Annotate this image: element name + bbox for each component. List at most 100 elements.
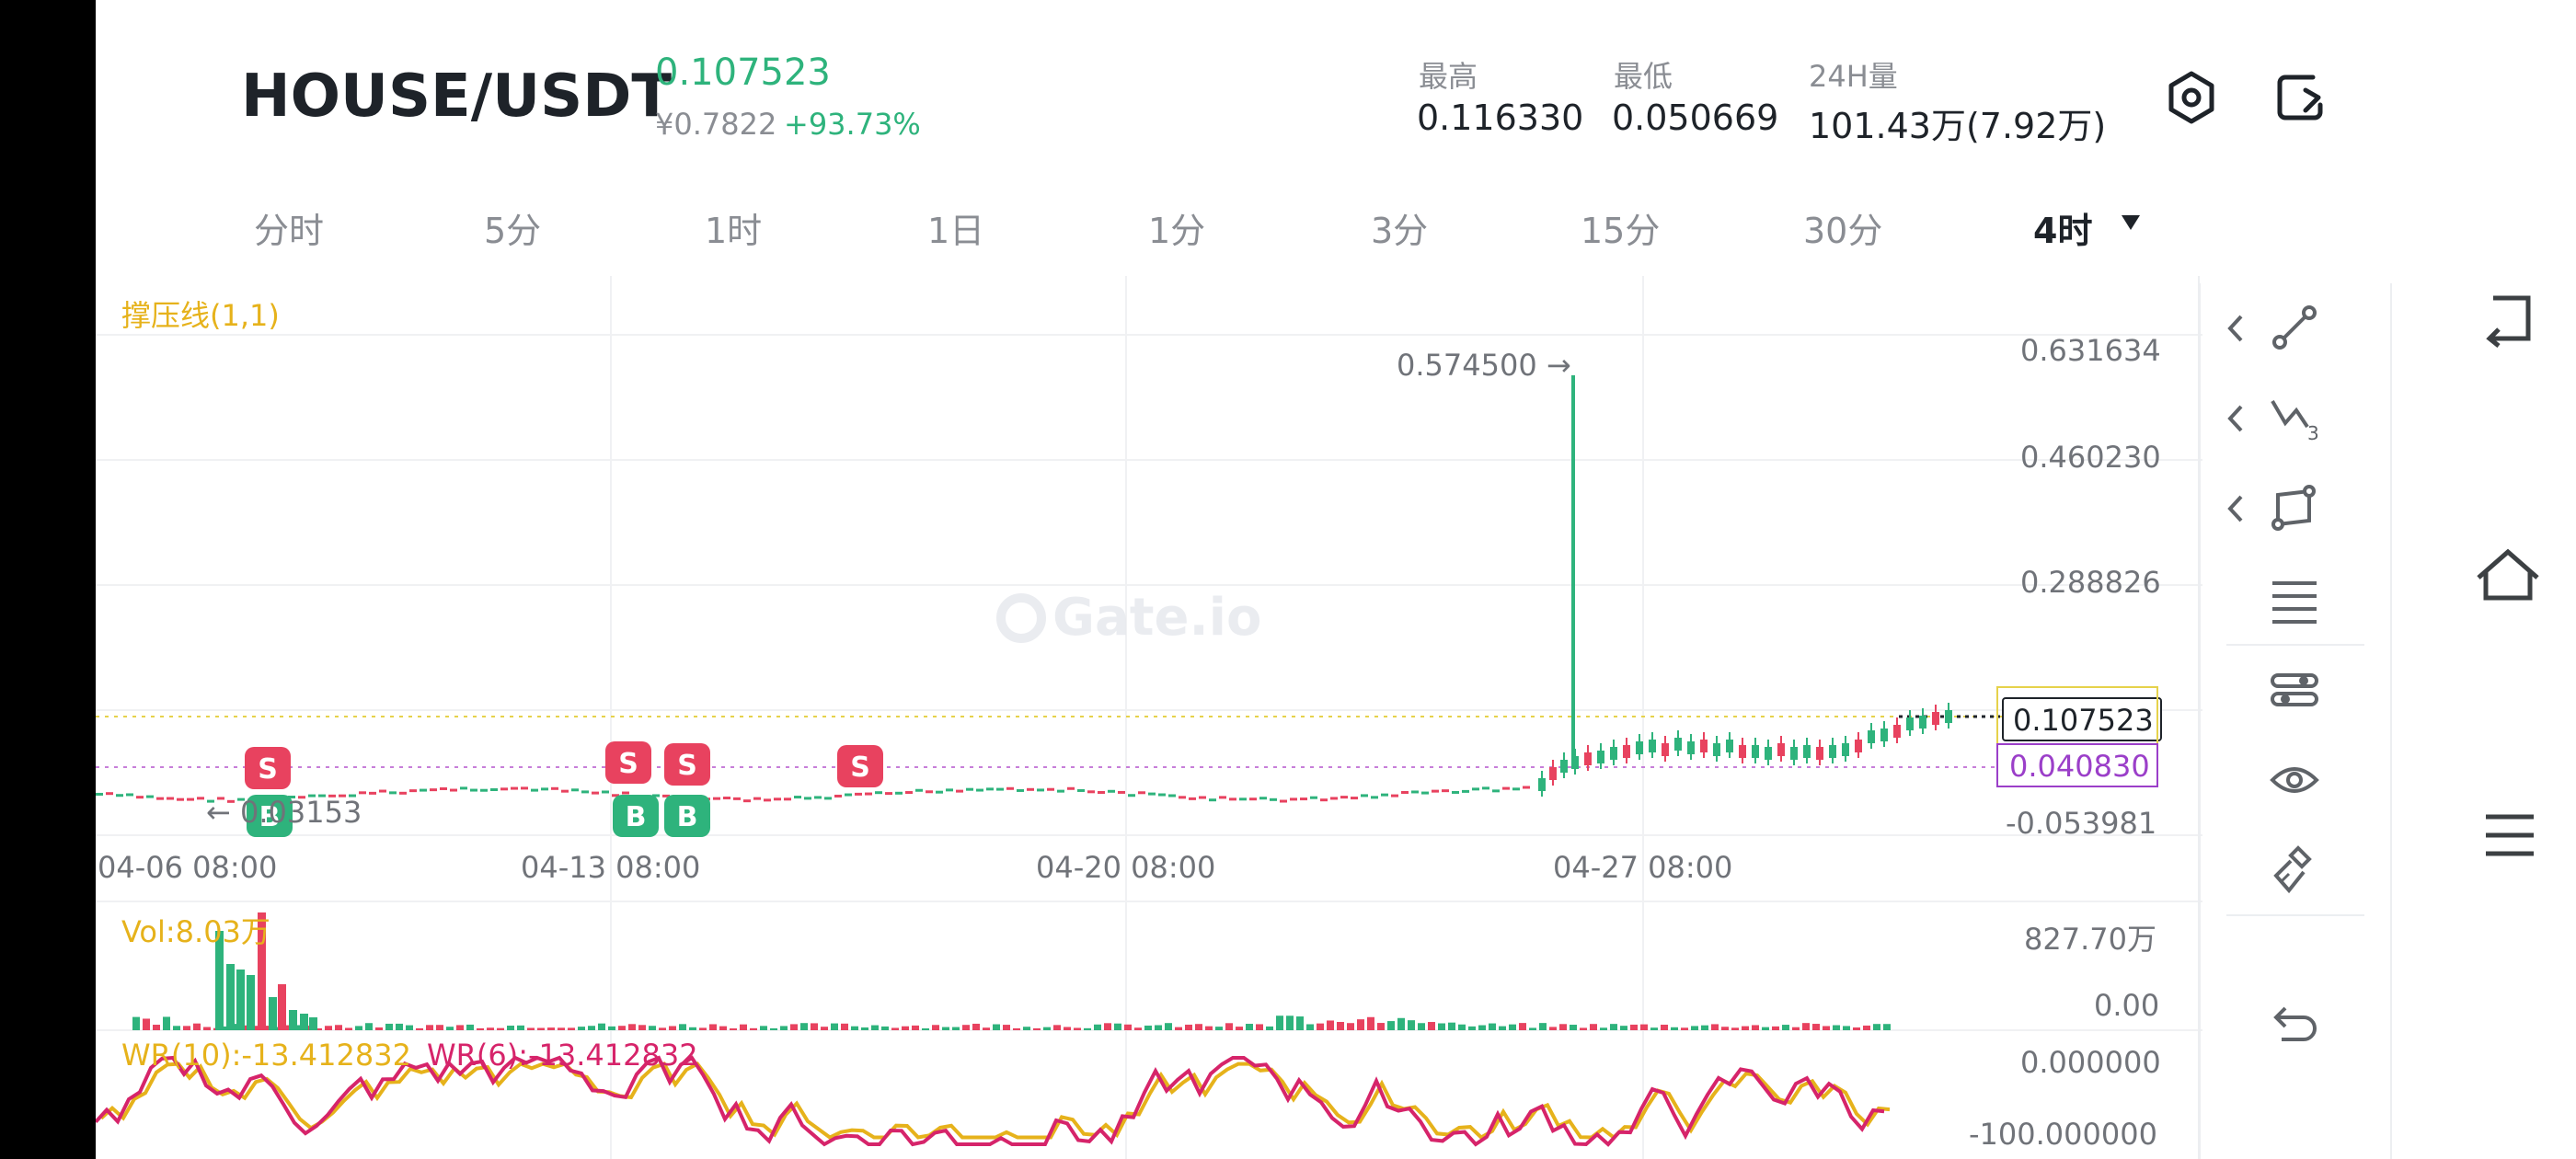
volume-bar [1185, 1024, 1192, 1030]
volume-bar [568, 1027, 575, 1030]
tab-5m[interactable]: 5分 [484, 211, 542, 251]
volume-bar [345, 1027, 352, 1030]
volume-bar [578, 1027, 585, 1030]
volume-bar [183, 1026, 190, 1030]
volume-bar [193, 1023, 201, 1030]
indicator-list-icon[interactable] [2267, 572, 2322, 627]
candle [1259, 797, 1267, 800]
candle [288, 795, 295, 798]
candle [753, 797, 761, 800]
volume-bar [841, 1023, 848, 1030]
volume-bar [278, 984, 286, 1030]
candle [1280, 799, 1287, 803]
candle [1108, 789, 1115, 793]
volume-bar [1225, 1023, 1233, 1030]
candle [1037, 788, 1044, 792]
system-edge-bar [0, 0, 96, 1159]
volume-bar [1883, 1024, 1891, 1030]
cny-price: ¥0.7822 [655, 107, 777, 142]
candle [1512, 787, 1520, 791]
candle [986, 787, 994, 791]
volume-bar [912, 1025, 919, 1030]
eye-icon[interactable] [2267, 752, 2322, 808]
menu-icon[interactable] [2482, 809, 2537, 861]
candle [845, 793, 852, 797]
volume-bar [1772, 1026, 1779, 1030]
volume-bar [618, 1026, 626, 1030]
y-tick-1: 0.631634 [2020, 333, 2161, 368]
volume-bar [1215, 1027, 1223, 1030]
line-tool-icon[interactable] [2267, 300, 2322, 355]
candle [1006, 786, 1014, 790]
volume-bar [264, 1026, 271, 1030]
volume-bar [750, 1027, 757, 1030]
home-icon[interactable] [2475, 546, 2541, 605]
chevron-left-icon[interactable] [2225, 493, 2247, 524]
volume-bar [1144, 1025, 1152, 1030]
marker-s-3: S [677, 750, 697, 782]
candle [1138, 791, 1145, 795]
chart-area[interactable]: S B S B S B S Gate.io [96, 276, 2202, 1159]
volume-bar [1509, 1024, 1516, 1030]
candle [946, 788, 953, 792]
candle [1391, 794, 1398, 798]
tab-4h[interactable]: 4时 [2033, 211, 2093, 251]
candle [1300, 798, 1307, 801]
volume-bar [770, 1027, 777, 1030]
volume-bar [315, 1027, 322, 1030]
stat-high-label: 最高 [1419, 59, 1478, 94]
candle [1189, 797, 1196, 800]
candle [1310, 796, 1317, 799]
tab-30m[interactable]: 30分 [1803, 211, 1883, 251]
share-icon[interactable] [2272, 70, 2328, 125]
volume-bar [1357, 1019, 1364, 1030]
settings-sliders-icon[interactable] [2267, 662, 2322, 717]
tab-1m[interactable]: 1分 [1148, 211, 1206, 251]
tab-3m[interactable]: 3分 [1371, 211, 1429, 251]
volume-bar [1640, 1024, 1648, 1030]
caret-down-icon[interactable] [2120, 213, 2142, 232]
x-tick-1: 04-06 08:00 [98, 850, 278, 885]
candle [592, 791, 599, 795]
pair-title[interactable]: HOUSE/USDT [241, 63, 672, 131]
brush-clear-icon[interactable] [2267, 843, 2322, 898]
undo-icon[interactable] [2267, 999, 2322, 1054]
volume-bar [226, 964, 235, 1030]
tab-1d[interactable]: 1日 [927, 211, 985, 251]
shape-tool-icon[interactable] [2267, 480, 2322, 535]
volume-bar [247, 975, 255, 1030]
candle [1047, 787, 1054, 791]
volume-bar [385, 1023, 393, 1030]
volume-bar [638, 1025, 646, 1030]
volume-bar [1367, 1016, 1374, 1030]
volume-bar [1327, 1020, 1334, 1030]
candle [1027, 787, 1034, 791]
candle [308, 794, 316, 798]
volume-bar [1337, 1021, 1344, 1030]
back-icon[interactable] [2480, 293, 2539, 348]
wr6-line [96, 1055, 1885, 1147]
toolbar-divider [2226, 914, 2364, 916]
volume-bar [993, 1024, 1000, 1030]
volume-bar [132, 1016, 140, 1030]
volume-bar [1711, 1024, 1719, 1030]
settings-hexagon-icon[interactable] [2164, 70, 2219, 125]
volume-bar [1205, 1026, 1213, 1030]
volume-bar [1236, 1027, 1243, 1030]
volume-bar [416, 1027, 423, 1030]
tab-1h[interactable]: 1时 [705, 211, 763, 251]
volume-bar [436, 1025, 443, 1030]
tab-timeline[interactable]: 分时 [254, 211, 325, 251]
volume-bar [1752, 1025, 1759, 1030]
candle [1199, 796, 1206, 799]
wave-tool-icon[interactable]: 3 [2267, 390, 2322, 445]
chevron-left-icon[interactable] [2225, 403, 2247, 434]
candle [227, 799, 235, 803]
volume-bar [1246, 1024, 1253, 1030]
candle [298, 796, 305, 799]
chevron-left-icon[interactable] [2225, 313, 2247, 344]
tab-15m[interactable]: 15分 [1581, 211, 1661, 251]
volume-bar [507, 1026, 514, 1030]
volume-bar [269, 997, 277, 1030]
volume-bar [396, 1023, 403, 1030]
